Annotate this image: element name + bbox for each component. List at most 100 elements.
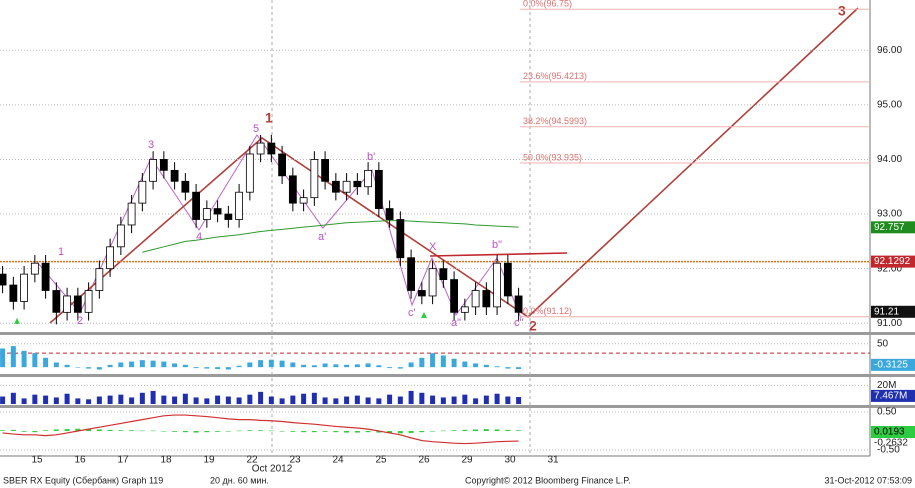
y-tick-label: 91.00 (877, 318, 902, 329)
indicator-bar (236, 430, 242, 432)
indicator-bar (473, 398, 479, 404)
indicator-bar (290, 395, 296, 404)
candle-body (138, 180, 147, 204)
indicator-bar (387, 394, 393, 404)
indicator-bar (0, 396, 6, 404)
moving-average (142, 220, 519, 253)
indicator-bar (118, 394, 124, 404)
candle-body (310, 159, 319, 199)
pattern-label: c' (408, 307, 416, 319)
indicator-bar (333, 364, 339, 368)
indicator-bar (43, 357, 49, 368)
candle-body (417, 290, 426, 297)
indicator-bar (268, 396, 274, 404)
indicator-bar (440, 430, 446, 432)
price-box (871, 255, 915, 268)
candle-body (256, 142, 265, 155)
indicator-bar (182, 393, 188, 404)
indicator-bar (462, 429, 468, 432)
indicator-bar (21, 431, 27, 432)
indicator-bar (451, 396, 457, 404)
x-tick-label: 26 (418, 455, 430, 466)
x-tick-label: 25 (375, 455, 387, 466)
candle-body (364, 169, 373, 188)
indicator-bar (494, 366, 500, 368)
footer-period: 20 дн. 60 мин. (210, 475, 269, 485)
indicator-bar (483, 395, 489, 404)
indicator-bar (408, 390, 414, 404)
indicator-bar (172, 396, 178, 404)
indicator-bar (64, 364, 70, 368)
indicator-bar (247, 362, 253, 368)
candle-body (353, 180, 362, 188)
last-value-box (871, 358, 915, 371)
y-tick-label: 93.00 (877, 209, 902, 220)
wave-label: 3 (838, 3, 846, 19)
indicator-bar (172, 363, 178, 368)
indicator-bar (204, 367, 210, 369)
x-tick-label: 31 (547, 455, 559, 466)
candle-body (450, 279, 459, 313)
price-box-label: 92.1292 (874, 256, 911, 267)
indicator-bar (53, 362, 59, 368)
candle-body (471, 290, 480, 308)
indicator-bar (96, 396, 102, 404)
indicator-bar (21, 398, 27, 404)
indicator-bar (333, 398, 339, 404)
indicator-bar (301, 393, 307, 404)
indicator-bar (311, 392, 317, 404)
last-value-label: -0.3125 (874, 360, 908, 371)
x-tick-label: 15 (31, 455, 43, 466)
candle-body (192, 191, 201, 220)
candle-body (299, 197, 308, 204)
pattern-label: 3 (148, 139, 154, 151)
indicator-bar (462, 361, 468, 368)
candle-body (460, 306, 469, 313)
pattern-label: a' (318, 231, 326, 243)
candle-body (514, 295, 523, 313)
candle-body (116, 224, 125, 248)
indicator-bar (387, 431, 393, 433)
indicator-bar (494, 429, 500, 432)
indicator-bar (376, 431, 382, 433)
indicator-bar (161, 361, 167, 368)
indicator-bar (419, 357, 425, 368)
panel-separator (0, 332, 915, 335)
indicator-bar (182, 431, 188, 433)
indicator-bar (193, 431, 199, 433)
pattern-label: 1 (58, 246, 64, 258)
price-box (871, 221, 915, 234)
indicator-bar (204, 398, 210, 404)
candle-body (342, 180, 351, 193)
x-tick-label: 18 (160, 455, 172, 466)
wave-label: 2 (529, 318, 537, 334)
indicator-bar (107, 364, 113, 368)
candle-body (245, 153, 254, 193)
indicator-bar (64, 393, 70, 404)
indicator-bar (172, 431, 178, 432)
indicator-bar (32, 394, 38, 404)
candle-body (170, 169, 179, 182)
x-tick-label: 19 (203, 455, 215, 466)
candle-body (41, 262, 50, 291)
fib-label: 23.6%(95.4213) (523, 71, 587, 81)
pattern-label: 2 (77, 315, 83, 327)
y-tick-label: 96.00 (877, 45, 902, 56)
indicator-bar (462, 394, 468, 404)
indicator-bar (430, 353, 436, 368)
indicator-bar (161, 395, 167, 404)
last-value-box (871, 426, 915, 438)
indicator-bar (397, 367, 403, 369)
indicator-bar (387, 367, 393, 369)
indicator-bar (473, 429, 479, 432)
indicator-bar (419, 392, 425, 404)
x-sublabel: Oct 2012 (252, 464, 293, 475)
panel-separator (0, 405, 915, 408)
last-value-label: -0.2632 (874, 438, 908, 449)
y-tick-label: 20M (877, 380, 896, 391)
footer-security: SBER RX Equity (Сбербанк) Graph 119 (3, 475, 163, 485)
indicator-bar (75, 428, 81, 432)
indicator-bar (193, 367, 199, 369)
indicator-bar (118, 362, 124, 368)
indicator-bar (365, 431, 371, 433)
